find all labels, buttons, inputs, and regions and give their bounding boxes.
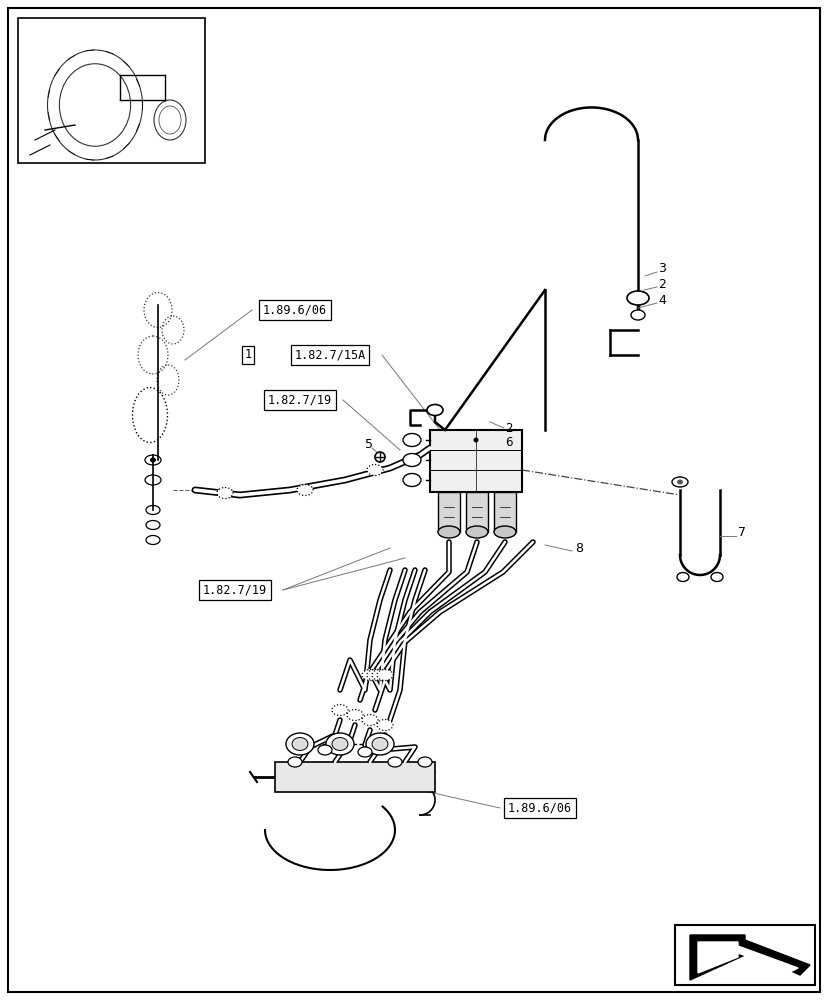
Ellipse shape: [318, 745, 332, 755]
Bar: [18, 18, 205, 163]
Ellipse shape: [630, 310, 644, 320]
Ellipse shape: [145, 455, 160, 465]
Text: 3: 3: [657, 261, 665, 274]
Polygon shape: [697, 942, 797, 973]
Ellipse shape: [376, 720, 393, 730]
Ellipse shape: [437, 526, 460, 538]
Ellipse shape: [217, 488, 232, 498]
Ellipse shape: [418, 757, 432, 767]
Ellipse shape: [146, 536, 160, 544]
Ellipse shape: [427, 404, 442, 416]
Text: 1.82.7/15A: 1.82.7/15A: [294, 349, 366, 361]
Ellipse shape: [366, 733, 394, 755]
Text: 6: 6: [504, 436, 512, 450]
Text: 7: 7: [737, 526, 745, 540]
Ellipse shape: [494, 526, 515, 538]
Bar: [466, 492, 487, 532]
Ellipse shape: [132, 387, 167, 442]
Bar: [437, 492, 460, 532]
Bar: [494, 492, 515, 532]
Ellipse shape: [676, 572, 688, 582]
Ellipse shape: [288, 757, 302, 767]
Ellipse shape: [366, 670, 383, 680]
Text: 2: 2: [504, 422, 512, 434]
Bar: [275, 762, 434, 792]
Text: 4: 4: [657, 294, 665, 306]
Ellipse shape: [403, 454, 420, 466]
Ellipse shape: [146, 520, 160, 530]
Ellipse shape: [466, 526, 487, 538]
Ellipse shape: [361, 714, 378, 726]
Ellipse shape: [292, 738, 308, 750]
Text: 5: 5: [365, 438, 372, 452]
Ellipse shape: [297, 485, 313, 495]
Text: 1: 1: [244, 349, 251, 361]
Ellipse shape: [366, 464, 383, 476]
Ellipse shape: [361, 670, 378, 680]
Ellipse shape: [375, 452, 385, 462]
Text: 1.82.7/19: 1.82.7/19: [203, 584, 267, 596]
Ellipse shape: [332, 738, 347, 750]
Ellipse shape: [376, 670, 393, 680]
Ellipse shape: [326, 733, 354, 755]
Ellipse shape: [332, 704, 347, 716]
Text: 8: 8: [574, 542, 582, 554]
Ellipse shape: [672, 477, 687, 487]
Ellipse shape: [371, 670, 388, 680]
Ellipse shape: [347, 710, 362, 720]
Ellipse shape: [403, 434, 420, 446]
Ellipse shape: [403, 474, 420, 487]
Text: 1.89.6/06: 1.89.6/06: [507, 801, 571, 814]
Ellipse shape: [150, 458, 155, 462]
Ellipse shape: [357, 747, 371, 757]
Text: 1.82.7/19: 1.82.7/19: [268, 393, 332, 406]
Bar: [674, 925, 814, 985]
Bar: [429, 430, 521, 492]
Polygon shape: [689, 935, 809, 980]
Ellipse shape: [371, 738, 388, 750]
Ellipse shape: [146, 506, 160, 514]
Ellipse shape: [388, 757, 402, 767]
Text: 1.89.6/06: 1.89.6/06: [263, 304, 327, 316]
Ellipse shape: [626, 291, 648, 305]
Ellipse shape: [145, 475, 160, 485]
Ellipse shape: [285, 733, 313, 755]
Ellipse shape: [473, 438, 478, 442]
Text: 2: 2: [657, 277, 665, 290]
Ellipse shape: [676, 480, 682, 485]
Ellipse shape: [710, 572, 722, 582]
